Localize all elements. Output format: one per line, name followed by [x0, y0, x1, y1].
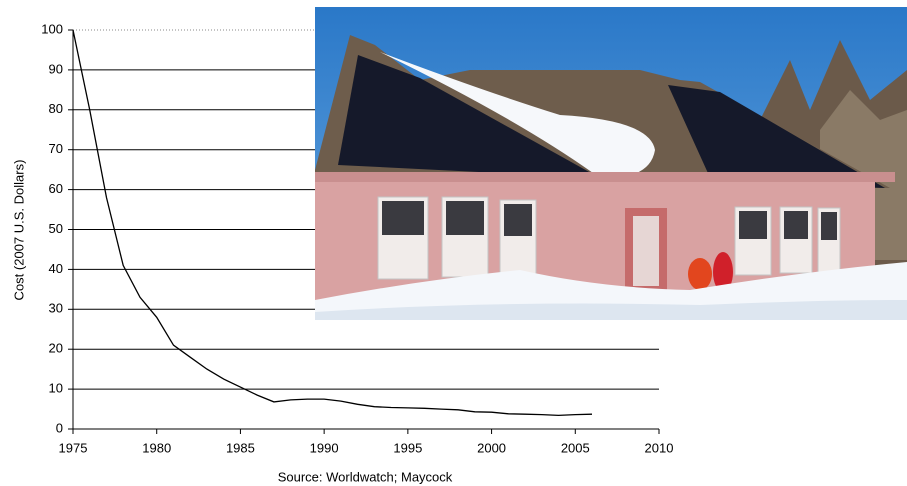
y-tick-label: 20 — [49, 341, 63, 356]
x-tick-label: 2000 — [477, 440, 506, 455]
chart: Cost (2007 U.S. Dollars) Source: Worldwa… — [0, 0, 907, 486]
y-tick-label: 50 — [49, 221, 63, 236]
y-tick-label: 0 — [56, 420, 63, 435]
y-tick-label: 40 — [49, 261, 63, 276]
x-tick-label: 1980 — [142, 440, 171, 455]
x-tick-label: 1975 — [59, 440, 88, 455]
house-photo — [315, 7, 907, 320]
x-tick-label: 2010 — [645, 440, 674, 455]
y-tick-label: 10 — [49, 381, 63, 396]
x-tick-label: 2005 — [561, 440, 590, 455]
x-tick-label: 1990 — [310, 440, 339, 455]
y-tick-label: 30 — [49, 301, 63, 316]
y-tick-label: 80 — [49, 101, 63, 116]
x-tick-label: 1995 — [393, 440, 422, 455]
x-tick-label: 1985 — [226, 440, 255, 455]
y-tick-label: 90 — [49, 61, 63, 76]
y-axis-label: Cost (2007 U.S. Dollars) — [11, 160, 26, 301]
y-tick-label: 60 — [49, 181, 63, 196]
y-tick-label: 70 — [49, 141, 63, 156]
source-note: Source: Worldwatch; Maycock — [278, 469, 453, 484]
y-tick-label: 100 — [41, 21, 63, 36]
